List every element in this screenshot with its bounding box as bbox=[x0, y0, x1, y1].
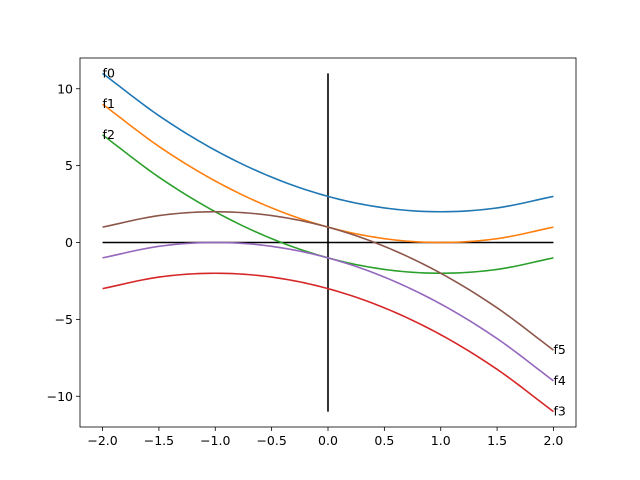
x-tick-label: −1.0 bbox=[200, 433, 230, 448]
y-tick-label: −5 bbox=[55, 312, 73, 327]
series-line-f4 bbox=[102, 241, 554, 382]
y-tick-label: 10 bbox=[57, 81, 73, 96]
x-tick-label: 1.5 bbox=[487, 433, 507, 448]
x-tick-label: 0.5 bbox=[374, 433, 394, 448]
y-tick-label: 0 bbox=[65, 235, 73, 250]
x-tick-label: 1.0 bbox=[431, 433, 451, 448]
series-line-f5 bbox=[102, 210, 554, 351]
series-lines bbox=[102, 72, 554, 413]
x-tick-label: −1.5 bbox=[144, 433, 174, 448]
series-label-f3: f3 bbox=[553, 404, 565, 419]
x-tick-label: 0.0 bbox=[318, 433, 338, 448]
series-label-f4: f4 bbox=[553, 373, 565, 388]
series-line-f0 bbox=[102, 72, 554, 213]
y-axis-ticks: −10 −5 0 5 10 bbox=[47, 81, 80, 404]
y-tick-label: −10 bbox=[47, 389, 73, 404]
x-tick-label: −0.5 bbox=[256, 433, 286, 448]
series-label-f1: f1 bbox=[103, 96, 115, 111]
series-label-f2: f2 bbox=[103, 127, 115, 142]
x-axis-ticks: −2.0 −1.5 −1.0 −0.5 0.0 0.5 1.0 1.5 2.0 bbox=[87, 427, 563, 448]
x-tick-label: −2.0 bbox=[87, 433, 117, 448]
series-label-f5: f5 bbox=[553, 342, 565, 357]
series-labels: f0 f1 f2 f3 f4 f5 bbox=[103, 65, 566, 418]
x-tick-label: 2.0 bbox=[544, 433, 564, 448]
y-tick-label: 5 bbox=[65, 158, 73, 173]
series-line-f3 bbox=[102, 272, 554, 413]
reference-lines bbox=[102, 73, 554, 412]
series-label-f0: f0 bbox=[103, 65, 115, 80]
